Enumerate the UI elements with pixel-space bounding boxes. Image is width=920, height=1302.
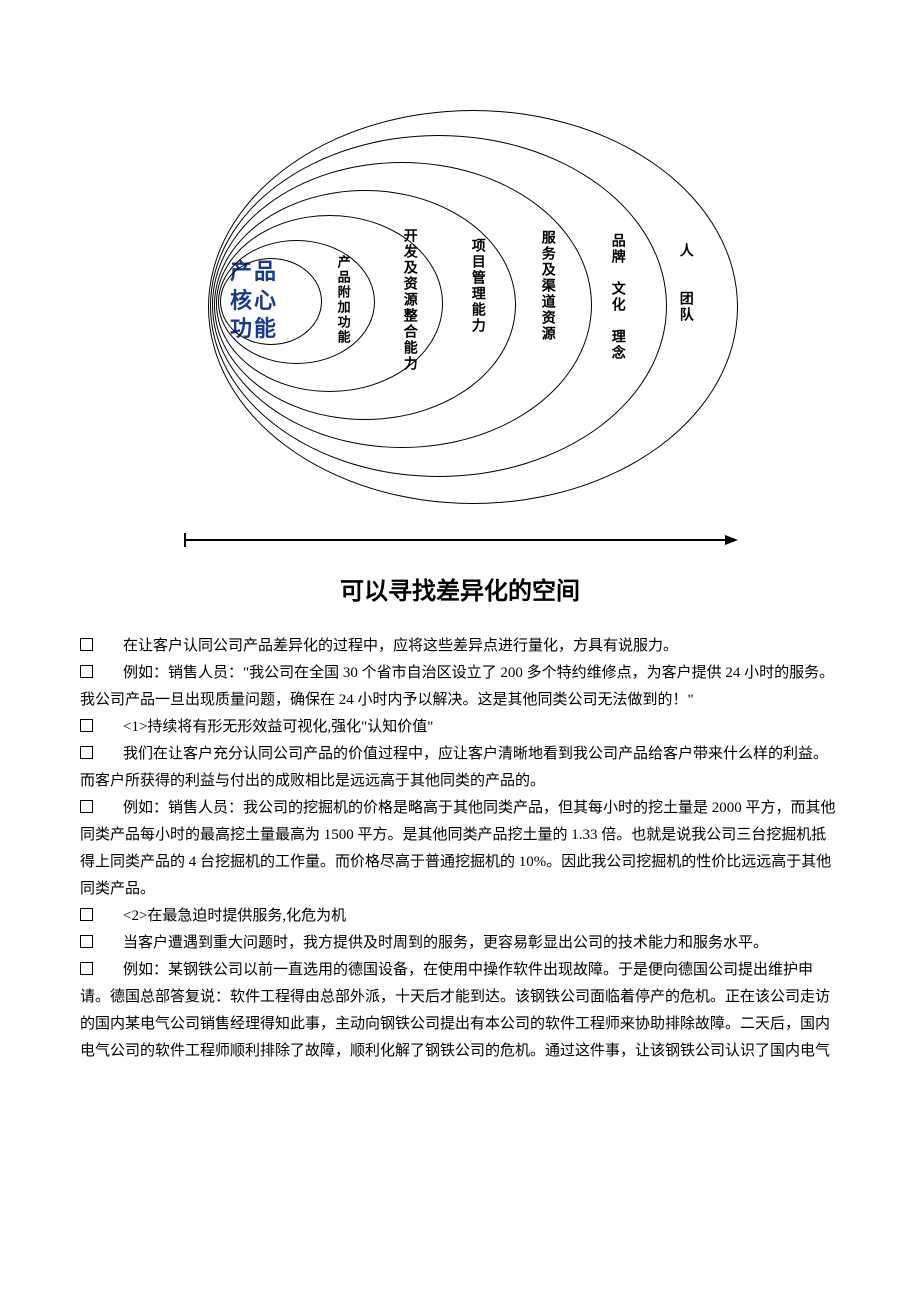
concentric-ellipses-diagram: 产品核心功能 产品附加功能开发及资源整合能力项目管理能力服务及渠道资源品牌 文化… [160,80,760,520]
ring-label: 人 团队 [678,243,695,323]
paragraph: 例如：销售人员："我公司在全国 30 个省市自治区设立了 200 多个特约维修点… [80,660,840,714]
paragraph: 我们在让客户充分认同公司产品的价值过程中，应让客户清晰地看到我公司产品给客户带来… [80,741,840,795]
bullet-box-icon [80,665,93,678]
ring-label: 品牌 文化 理念 [610,233,627,361]
bullet-box-icon [80,935,93,948]
body-text: 在让客户认同公司产品差异化的过程中，应将这些差异点进行量化，方具有说服力。例如：… [80,633,840,1065]
arrow-axis [180,530,740,550]
bullet-box-icon [80,719,93,732]
bullet-box-icon [80,908,93,921]
paragraph: <1>持续将有形无形效益可视化,强化"认知价值" [80,714,840,741]
bullet-box-icon [80,962,93,975]
ring-label: 开发及资源整合能力 [402,228,419,372]
bullet-box-icon [80,638,93,651]
paragraph: 当客户遭遇到重大问题时，我方提供及时周到的服务，更容易彰显出公司的技术能力和服务… [80,930,840,957]
diagram-container: 产品核心功能 产品附加功能开发及资源整合能力项目管理能力服务及渠道资源品牌 文化… [80,80,840,613]
ring-label: 服务及渠道资源 [540,230,557,342]
paragraph: 在让客户认同公司产品差异化的过程中，应将这些差异点进行量化，方具有说服力。 [80,633,840,660]
paragraph: <2>在最急迫时提供服务,化危为机 [80,903,840,930]
ring-label: 项目管理能力 [470,238,487,334]
paragraph: 例如：某钢铁公司以前一直选用的德国设备，在使用中操作软件出现故障。于是便向德国公… [80,957,840,1065]
bullet-box-icon [80,800,93,813]
bullet-box-icon [80,746,93,759]
ring-label: 产品附加功能 [335,255,351,345]
paragraph: 例如：销售人员：我公司的挖掘机的价格是略高于其他同类产品，但其每小时的挖土量是 … [80,795,840,903]
diagram-title: 可以寻找差异化的空间 [340,570,580,613]
